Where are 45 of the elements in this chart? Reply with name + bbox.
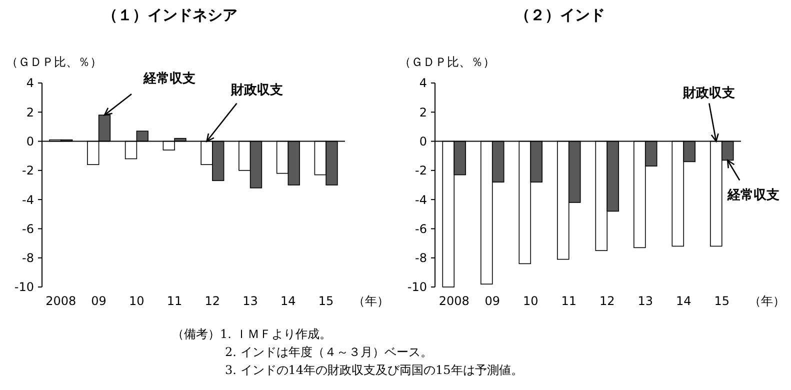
y-axis-title: （ＧＤＰ比、％） xyxy=(6,55,102,69)
x-axis-title: （年） xyxy=(749,294,785,308)
x-tick-label: 15 xyxy=(318,294,334,308)
y-tick-label: -8 xyxy=(22,251,34,266)
y-tick-label: -10 xyxy=(407,280,427,294)
x-tick-label: 10 xyxy=(522,294,538,308)
x-tick-label: 12 xyxy=(204,294,220,308)
x-tick-label: 14 xyxy=(676,294,692,308)
y-tick-label: -10 xyxy=(14,280,34,294)
x-tick-label: 13 xyxy=(638,294,654,308)
x-tick-label: 11 xyxy=(561,294,577,308)
x-tick-label: 09 xyxy=(91,294,106,308)
chart-title: （２）インド xyxy=(515,6,605,24)
x-tick-label: 09 xyxy=(484,294,500,308)
legend-label: 経常収支 xyxy=(726,188,780,203)
x-tick-label: 10 xyxy=(129,294,144,308)
text: 財政収支 xyxy=(230,82,283,98)
y-tick-label: -4 xyxy=(415,192,427,207)
y-tick-label: 2 xyxy=(26,105,34,120)
y-axis-title: （ＧＤＰ比、％） xyxy=(399,55,495,69)
chart-title: （１）インドネシア xyxy=(102,6,238,24)
x-tick-label: 14 xyxy=(280,294,296,308)
text: （備考）1. ＩＭＦより作成。 xyxy=(172,327,332,341)
y-tick-label: 4 xyxy=(419,76,427,90)
y-tick-label: -2 xyxy=(415,164,427,178)
y-tick-label: -6 xyxy=(22,222,34,236)
x-tick-label: 11 xyxy=(166,294,182,308)
x-tick-label: 15 xyxy=(714,294,730,308)
y-tick-label: -2 xyxy=(22,164,34,178)
y-tick-label: -4 xyxy=(22,192,34,207)
y-tick-label: 4 xyxy=(26,76,34,90)
x-tick-label: 12 xyxy=(599,294,615,308)
text: 3. インドの14年の財政収支及び両国の15年は予測値。 xyxy=(225,363,523,377)
text: 経常収支 xyxy=(142,72,196,87)
y-tick-label: 0 xyxy=(419,134,427,148)
text: 財政収支 xyxy=(682,86,736,101)
x-tick-label: 2008 xyxy=(46,294,76,308)
x-axis-title: （年） xyxy=(353,294,389,308)
y-tick-label: -6 xyxy=(415,222,427,236)
y-tick-label: 0 xyxy=(26,134,34,148)
y-tick-label: -8 xyxy=(415,251,427,266)
x-tick-label: 2008 xyxy=(438,294,470,308)
x-tick-label: 13 xyxy=(242,294,258,308)
text: 2. インドは年度（４～３月）ベース。 xyxy=(225,345,432,359)
y-tick-label: 2 xyxy=(419,105,427,120)
